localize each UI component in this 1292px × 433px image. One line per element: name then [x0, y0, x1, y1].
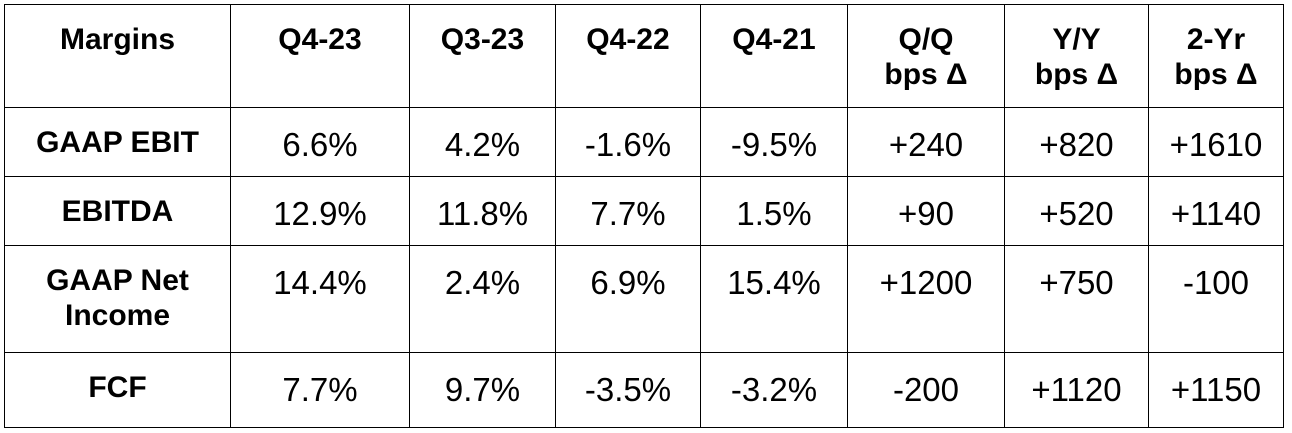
table-cell: 2.4%: [409, 245, 556, 353]
header-cell-yy-bps: Y/Y bps Δ: [1004, 4, 1149, 108]
row-label-ebitda: EBITDA: [4, 176, 231, 246]
row-label-fcf: FCF: [4, 352, 231, 428]
header-cell-margins: Margins: [4, 4, 231, 108]
table-cell: 7.7%: [230, 352, 410, 428]
table-cell: -3.2%: [700, 352, 848, 428]
header-cell-q3-23: Q3-23: [409, 4, 556, 108]
table-cell: -9.5%: [700, 107, 848, 177]
table-cell: -200: [847, 352, 1005, 428]
table-cell: 14.4%: [230, 245, 410, 353]
table-row-gaap-net-income: GAAP Net Income 14.4% 2.4% 6.9% 15.4% +12…: [4, 245, 1284, 353]
table-cell: +1140: [1148, 176, 1284, 246]
table-cell: +90: [847, 176, 1005, 246]
table-cell: 1.5%: [700, 176, 848, 246]
header-cell-2yr-bps: 2-Yr bps Δ: [1148, 4, 1284, 108]
table-cell: -100: [1148, 245, 1284, 353]
table-cell: 9.7%: [409, 352, 556, 428]
table-cell: 6.6%: [230, 107, 410, 177]
margins-table: Margins Q4-23 Q3-23 Q4-22 Q4-21 Q/Q bps Δ…: [4, 4, 1284, 428]
table-cell: 12.9%: [230, 176, 410, 246]
table-cell: +750: [1004, 245, 1149, 353]
table-cell: 11.8%: [409, 176, 556, 246]
header-row: Margins Q4-23 Q3-23 Q4-22 Q4-21 Q/Q bps Δ…: [4, 4, 1284, 108]
row-label-gaap-net-income: GAAP Net Income: [4, 245, 231, 353]
table-row-gaap-ebit: GAAP EBIT 6.6% 4.2% -1.6% -9.5% +240 +82…: [4, 107, 1284, 177]
table-cell: +820: [1004, 107, 1149, 177]
table-cell: +1610: [1148, 107, 1284, 177]
table-row-ebitda: EBITDA 12.9% 11.8% 7.7% 1.5% +90 +520 +1…: [4, 176, 1284, 246]
header-cell-q4-23: Q4-23: [230, 4, 410, 108]
table-cell: -1.6%: [555, 107, 701, 177]
row-label-gaap-ebit: GAAP EBIT: [4, 107, 231, 177]
table-cell: +240: [847, 107, 1005, 177]
header-cell-qq-bps: Q/Q bps Δ: [847, 4, 1005, 108]
header-cell-q4-22: Q4-22: [555, 4, 701, 108]
table-row-fcf: FCF 7.7% 9.7% -3.5% -3.2% -200 +1120 +11…: [4, 352, 1284, 428]
table-cell: -3.5%: [555, 352, 701, 428]
table-cell: +1150: [1148, 352, 1284, 428]
table-cell: +1120: [1004, 352, 1149, 428]
table-cell: +1200: [847, 245, 1005, 353]
table-cell: 6.9%: [555, 245, 701, 353]
table-cell: 15.4%: [700, 245, 848, 353]
table-cell: 4.2%: [409, 107, 556, 177]
header-cell-q4-21: Q4-21: [700, 4, 848, 108]
table-cell: 7.7%: [555, 176, 701, 246]
table-cell: +520: [1004, 176, 1149, 246]
